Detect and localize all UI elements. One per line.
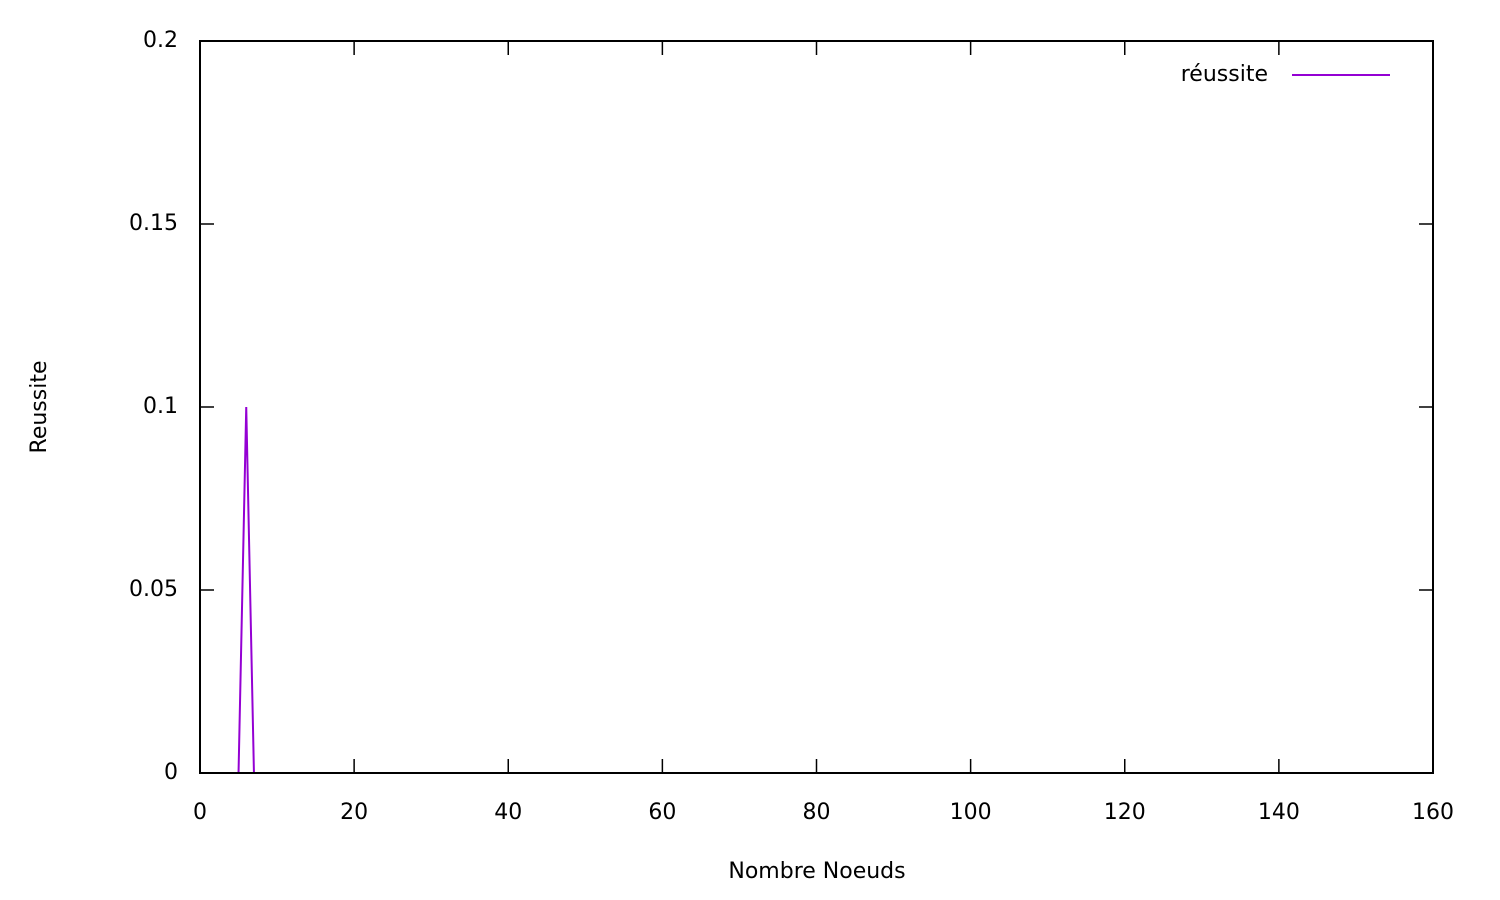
legend-label: réussite [1181, 62, 1268, 87]
x-axis-label: Nombre Noeuds [728, 859, 905, 884]
x-tick-label: 60 [648, 800, 676, 825]
x-tick-label: 100 [950, 800, 992, 825]
y-tick-label: 0.1 [143, 394, 178, 419]
y-tick-label: 0.05 [129, 577, 178, 602]
y-tick-label: 0.15 [129, 211, 178, 236]
y-tick-label: 0.2 [143, 28, 178, 53]
x-tick-label: 160 [1412, 800, 1454, 825]
x-tick-label: 80 [803, 800, 831, 825]
plot-frame [199, 40, 1434, 774]
y-tick-label: 0 [164, 760, 178, 785]
x-tick-label: 140 [1258, 800, 1300, 825]
x-tick-label: 20 [340, 800, 368, 825]
x-tick-label: 120 [1104, 800, 1146, 825]
x-tick-label: 40 [494, 800, 522, 825]
x-tick-label: 0 [193, 800, 207, 825]
data-line [237, 406, 1433, 774]
y-axis-label: Reussite [27, 361, 52, 454]
